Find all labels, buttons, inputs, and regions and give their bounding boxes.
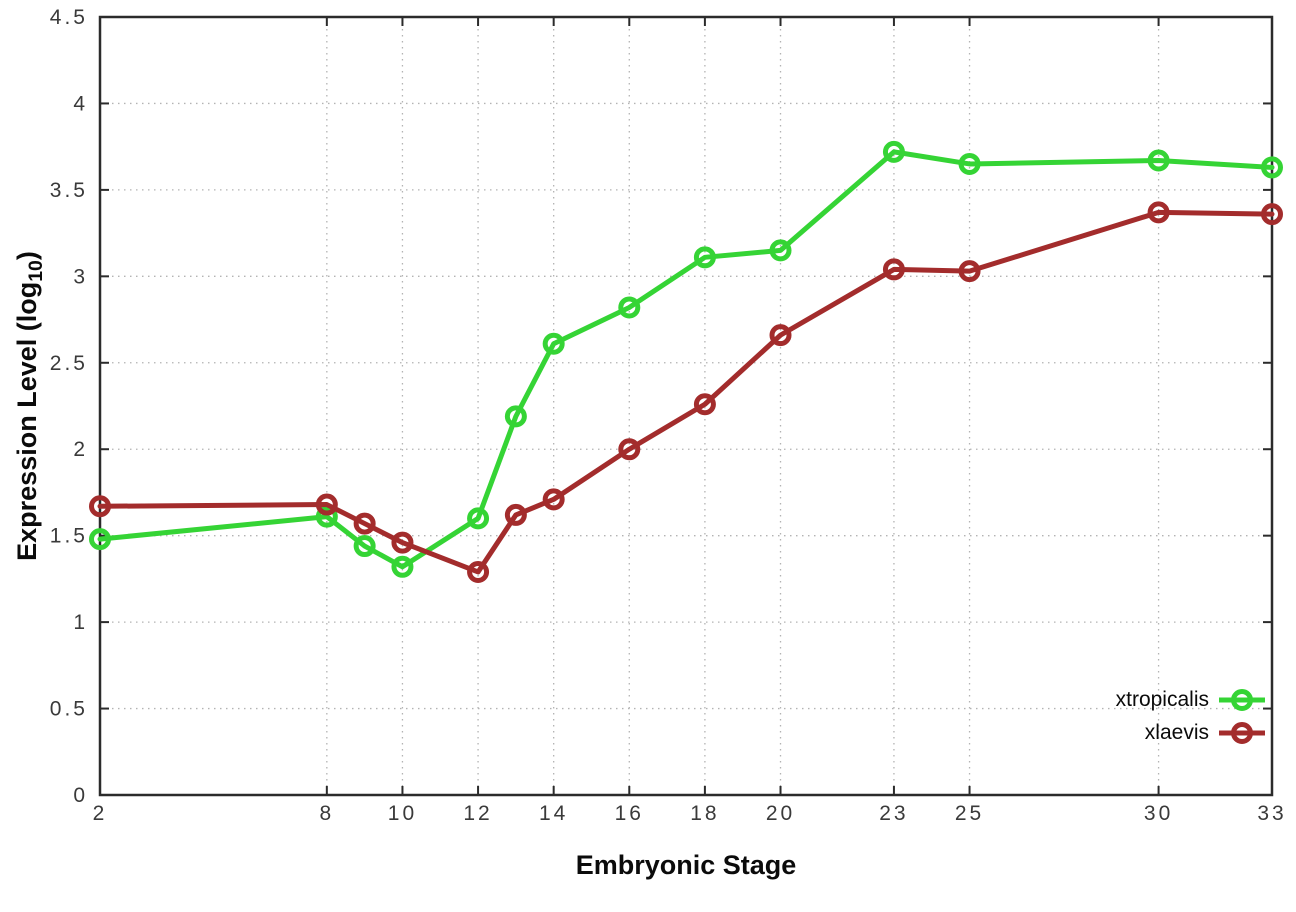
- x-tick-label: 14: [539, 802, 568, 825]
- data-point-xtropicalis: [542, 332, 565, 355]
- data-point-xlaevis: [1147, 201, 1170, 224]
- x-tick-label: 25: [955, 802, 984, 825]
- x-tick-label: 10: [388, 802, 417, 825]
- y-tick-label: 3.5: [50, 179, 88, 202]
- y-tick-label: 1.5: [50, 525, 88, 548]
- y-axis-title-suffix: ): [11, 251, 42, 261]
- y-tick-label: 2: [73, 438, 88, 461]
- data-point-xtropicalis: [769, 239, 792, 262]
- data-point-xtropicalis: [315, 505, 338, 528]
- data-point-xlaevis: [1261, 203, 1283, 226]
- x-tick-label: 23: [879, 802, 908, 825]
- y-tick-label: 0: [73, 784, 88, 807]
- y-tick-label: 3: [73, 265, 88, 288]
- x-tick-label: 8: [319, 802, 334, 825]
- data-point-xtropicalis: [958, 152, 981, 175]
- plot-border: [98, 15, 1274, 797]
- x-tick-label: 33: [1257, 802, 1286, 825]
- data-point-xlaevis: [315, 493, 338, 516]
- x-tick-label: 12: [463, 802, 492, 825]
- y-axis-title-text: Expression Level (log: [11, 281, 42, 561]
- data-point-xtropicalis: [504, 405, 527, 428]
- data-point-xtropicalis: [391, 555, 414, 578]
- y-tick-label: 0.5: [50, 698, 88, 721]
- x-tick-label: 30: [1144, 802, 1173, 825]
- y-tick-label: 2.5: [50, 352, 88, 375]
- data-point-xlaevis: [353, 512, 376, 535]
- data-point-xlaevis: [467, 560, 490, 583]
- data-point-xtropicalis: [1261, 156, 1283, 179]
- data-point-xtropicalis: [1147, 149, 1170, 172]
- data-point-xtropicalis: [467, 507, 490, 530]
- series-line-xlaevis: [97, 209, 1275, 575]
- y-axis-title-subscript: 10: [25, 260, 48, 282]
- data-point-xtropicalis: [618, 296, 641, 319]
- data-point-xlaevis: [391, 531, 414, 554]
- data-point-xlaevis: [542, 488, 565, 511]
- legend: xtropicalis xlaevis: [1116, 683, 1266, 749]
- y-tick-label: 1: [73, 611, 88, 634]
- data-point-xlaevis: [504, 503, 527, 526]
- legend-label-xlaevis: xlaevis: [1144, 720, 1209, 744]
- x-tick-label: 16: [615, 802, 644, 825]
- data-point-xlaevis: [882, 258, 905, 281]
- data-point-xlaevis: [89, 495, 111, 518]
- data-point-xtropicalis: [89, 528, 111, 551]
- legend-marker-xtropicalis: [1219, 688, 1265, 711]
- data-point-xtropicalis: [693, 246, 716, 269]
- y-tick-label: 4.5: [50, 6, 88, 29]
- data-point-xlaevis: [693, 393, 716, 416]
- data-point-xlaevis: [958, 260, 981, 283]
- data-point-xtropicalis: [353, 535, 376, 558]
- legend-item-xtropicalis: xtropicalis: [1116, 683, 1266, 716]
- legend-marker-xlaevis: [1219, 721, 1265, 744]
- data-point-xlaevis: [618, 438, 641, 461]
- y-axis-title: Expression Level (log10): [12, 251, 48, 561]
- legend-label-xtropicalis: xtropicalis: [1115, 687, 1209, 711]
- y-tick-label: 4: [73, 92, 88, 115]
- x-tick-label: 2: [93, 802, 108, 825]
- x-tick-label: 20: [766, 802, 795, 825]
- legend-item-xlaevis: xlaevis: [1116, 716, 1266, 749]
- data-point-xlaevis: [769, 324, 792, 347]
- data-point-xtropicalis: [882, 140, 905, 163]
- x-tick-label: 18: [690, 802, 719, 825]
- x-axis-title: Embryonic Stage: [575, 850, 797, 880]
